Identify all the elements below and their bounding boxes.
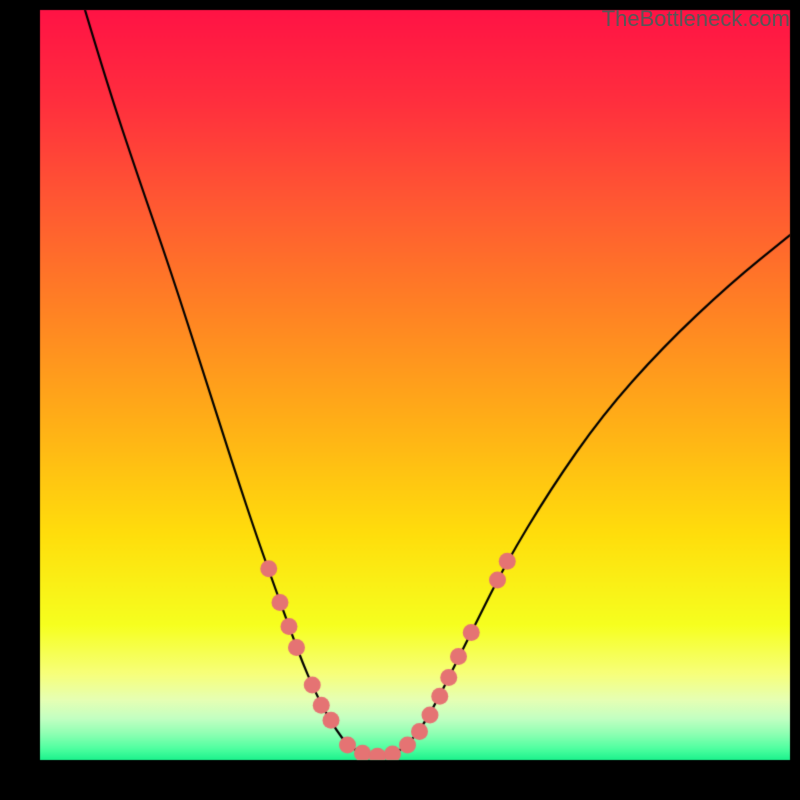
chart-stage: TheBottleneck.com	[0, 0, 800, 800]
watermark-text: TheBottleneck.com	[602, 6, 790, 32]
bottleneck-curve-chart	[0, 0, 800, 800]
